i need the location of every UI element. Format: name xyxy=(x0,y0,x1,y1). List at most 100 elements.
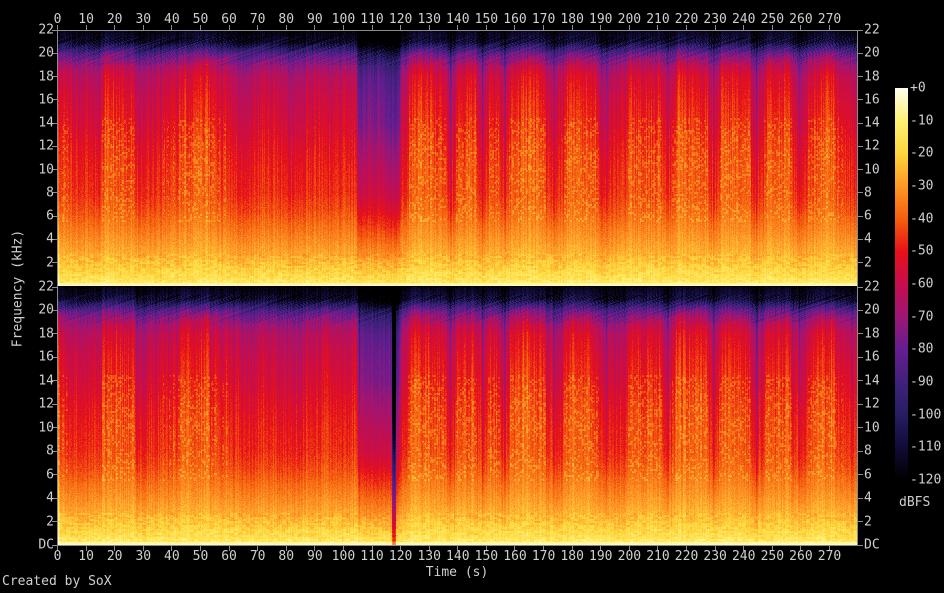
y-tick xyxy=(858,169,863,171)
y-tick-label: 12 xyxy=(38,396,54,412)
y-tick xyxy=(858,52,863,54)
x-tick-label: 80 xyxy=(278,12,295,27)
x-tick xyxy=(543,546,545,551)
y-tick xyxy=(52,145,57,147)
x-tick xyxy=(400,546,402,551)
x-tick xyxy=(428,25,430,30)
x-tick xyxy=(457,546,459,551)
x-tick xyxy=(457,25,459,30)
x-tick xyxy=(285,546,287,551)
spectrogram-channel-2 xyxy=(58,287,857,545)
x-tick-label: 100 xyxy=(331,549,356,564)
x-tick xyxy=(228,546,230,551)
x-tick-label: 200 xyxy=(617,549,642,564)
x-tick xyxy=(543,25,545,30)
x-tick-label: 90 xyxy=(307,12,323,27)
y-tick xyxy=(858,99,863,101)
y-tick xyxy=(52,497,57,499)
y-tick xyxy=(52,238,57,240)
x-tick-label: 150 xyxy=(474,12,499,27)
y-tick xyxy=(52,122,57,124)
y-tick xyxy=(858,521,863,523)
y-tick-label: 22 xyxy=(38,22,54,38)
y-tick-label: DC xyxy=(38,537,54,553)
y-tick-label: 18 xyxy=(864,69,880,85)
x-tick xyxy=(829,546,830,551)
y-tick-label: 10 xyxy=(38,420,54,436)
x-tick-label: 20 xyxy=(106,549,123,564)
x-tick xyxy=(743,546,745,551)
x-tick xyxy=(714,546,716,551)
y-tick-label: 6 xyxy=(864,208,872,224)
x-tick-label: 130 xyxy=(417,549,441,564)
y-tick-label: 8 xyxy=(46,443,54,459)
y-tick-label: 16 xyxy=(864,349,880,365)
x-tick xyxy=(514,546,516,551)
y-tick-label: 4 xyxy=(46,231,54,247)
x-tick xyxy=(371,25,373,30)
x-tick-label: 50 xyxy=(192,12,209,27)
x-tick xyxy=(314,546,316,551)
x-tick-label: 180 xyxy=(560,549,584,564)
x-tick xyxy=(657,25,659,30)
y-tick-label: 14 xyxy=(864,373,880,389)
plot-border-left xyxy=(57,30,58,546)
x-tick xyxy=(171,546,173,551)
x-tick-label: 160 xyxy=(503,12,527,27)
x-tick-label: 70 xyxy=(249,549,266,564)
x-tick-label: 210 xyxy=(646,12,670,27)
x-tick xyxy=(342,25,344,30)
y-tick xyxy=(858,76,863,78)
x-tick-label: 240 xyxy=(731,549,756,564)
y-tick xyxy=(858,238,863,240)
y-tick xyxy=(858,262,863,264)
y-tick-label: 6 xyxy=(46,208,54,224)
colorbar-tick-label: -70 xyxy=(910,309,934,325)
y-tick-label: 12 xyxy=(864,138,880,154)
x-tick xyxy=(743,25,745,30)
colorbar-tick-label: -30 xyxy=(910,178,934,194)
y-tick xyxy=(52,192,57,194)
y-tick-label: 4 xyxy=(46,490,54,506)
y-tick xyxy=(858,145,863,147)
x-tick-label: 190 xyxy=(589,12,613,27)
y-tick xyxy=(858,427,863,429)
x-tick-label: 220 xyxy=(674,549,699,564)
y-axis-title: Frequency (kHz) xyxy=(10,229,26,348)
x-tick-label: 90 xyxy=(307,549,323,564)
colorbar-tick-label: -100 xyxy=(910,407,942,423)
y-tick-label: 6 xyxy=(864,467,872,483)
y-tick-label: 16 xyxy=(38,92,54,108)
colorbar-tick-label: -20 xyxy=(910,145,934,161)
x-tick xyxy=(57,546,58,551)
x-tick xyxy=(771,25,773,30)
x-tick-label: 120 xyxy=(388,12,413,27)
x-tick-label: 250 xyxy=(760,549,785,564)
x-tick xyxy=(314,25,316,30)
y-tick xyxy=(858,403,863,405)
x-tick-label: 270 xyxy=(817,12,842,27)
colorbar-tick-label: -120 xyxy=(910,472,942,488)
y-tick-label: 4 xyxy=(864,231,872,247)
y-tick xyxy=(858,192,863,194)
x-tick-label: 270 xyxy=(817,549,842,564)
x-tick-label: 0 xyxy=(53,12,62,27)
y-tick-label: 18 xyxy=(38,69,54,85)
y-tick xyxy=(858,122,863,124)
x-tick xyxy=(85,546,87,551)
colorbar-tick-label: +0 xyxy=(910,80,926,96)
y-tick xyxy=(52,76,57,78)
x-tick-label: 10 xyxy=(78,12,94,27)
y-tick xyxy=(52,474,57,476)
x-tick-label: 160 xyxy=(503,549,527,564)
y-tick xyxy=(52,450,57,452)
y-tick xyxy=(858,29,863,31)
x-tick xyxy=(571,25,573,30)
x-tick xyxy=(428,546,430,551)
y-tick xyxy=(52,29,57,31)
y-tick xyxy=(52,403,57,405)
y-tick-label: 20 xyxy=(38,45,54,61)
y-tick-label: 20 xyxy=(864,45,880,61)
y-tick xyxy=(858,497,863,499)
